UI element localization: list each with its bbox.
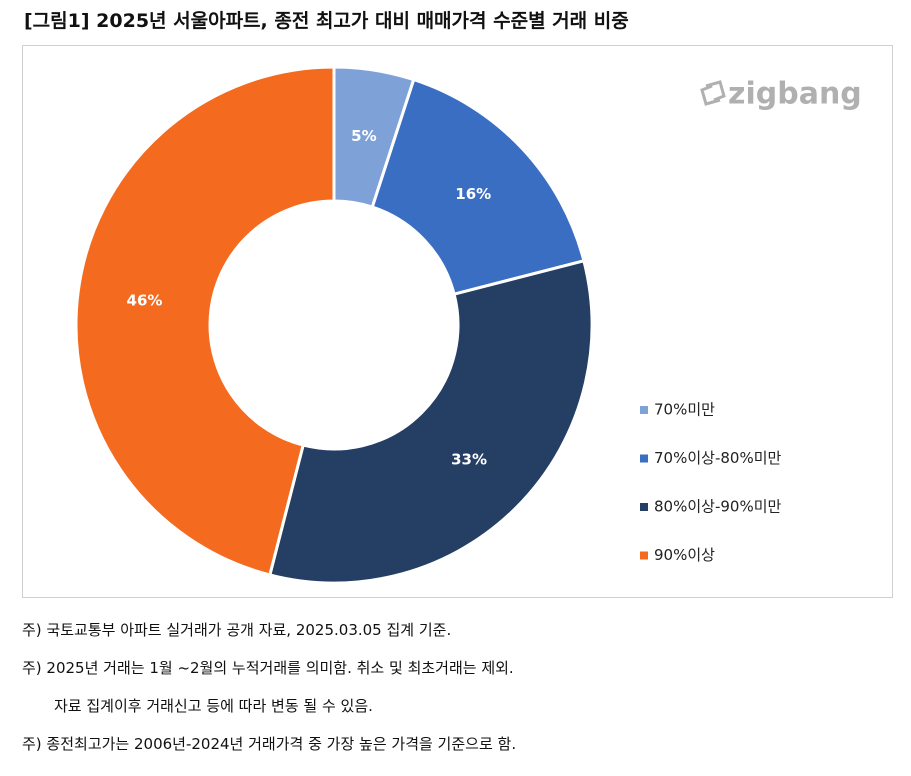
note: 주) 종전최고가는 2006년-2024년 거래가격 중 가장 높은 가격을 기… <box>22 735 517 753</box>
note: 주) 국토교통부 아파트 실거래가 공개 자료, 2025.03.05 집계 기… <box>22 621 452 639</box>
donut-slice <box>74 65 336 577</box>
donut-slice <box>370 77 586 296</box>
legend-label: 90%이상 <box>654 546 715 564</box>
legend-label: 70%미만 <box>654 401 715 419</box>
chart: zigbang 5% 16% 33% 46% 70%미만 70%이상-80%미만 80%이상… <box>22 45 893 598</box>
legend-swatch <box>640 551 648 560</box>
legend-label: 80%이상-90%미만 <box>654 498 781 516</box>
chart-title: [그림1] 2025년 서울아파트, 종전 최고가 대비 매매가격 수준별 거래… <box>24 10 629 32</box>
data-label: 33% <box>451 451 487 469</box>
note: 주) 2025년 거래는 1월 ~2월의 누적거래를 의미함. 취소 및 최초거… <box>22 659 514 677</box>
donut-slice <box>268 259 594 585</box>
watermark: zigbang <box>728 77 862 112</box>
data-label: 46% <box>127 292 163 310</box>
legend-swatch <box>640 406 648 414</box>
legend-swatch <box>640 503 648 511</box>
legend-label: 70%이상-80%미만 <box>654 449 781 467</box>
note: 자료 집계이후 거래신고 등에 따라 변동 될 수 있음. <box>54 697 373 715</box>
notes: 주) 국토교통부 아파트 실거래가 공개 자료, 2025.03.05 집계 기… <box>22 614 516 766</box>
data-label: 5% <box>351 127 376 145</box>
legend-swatch <box>640 454 648 463</box>
data-label: 16% <box>455 185 491 203</box>
logo-icon <box>700 80 726 106</box>
